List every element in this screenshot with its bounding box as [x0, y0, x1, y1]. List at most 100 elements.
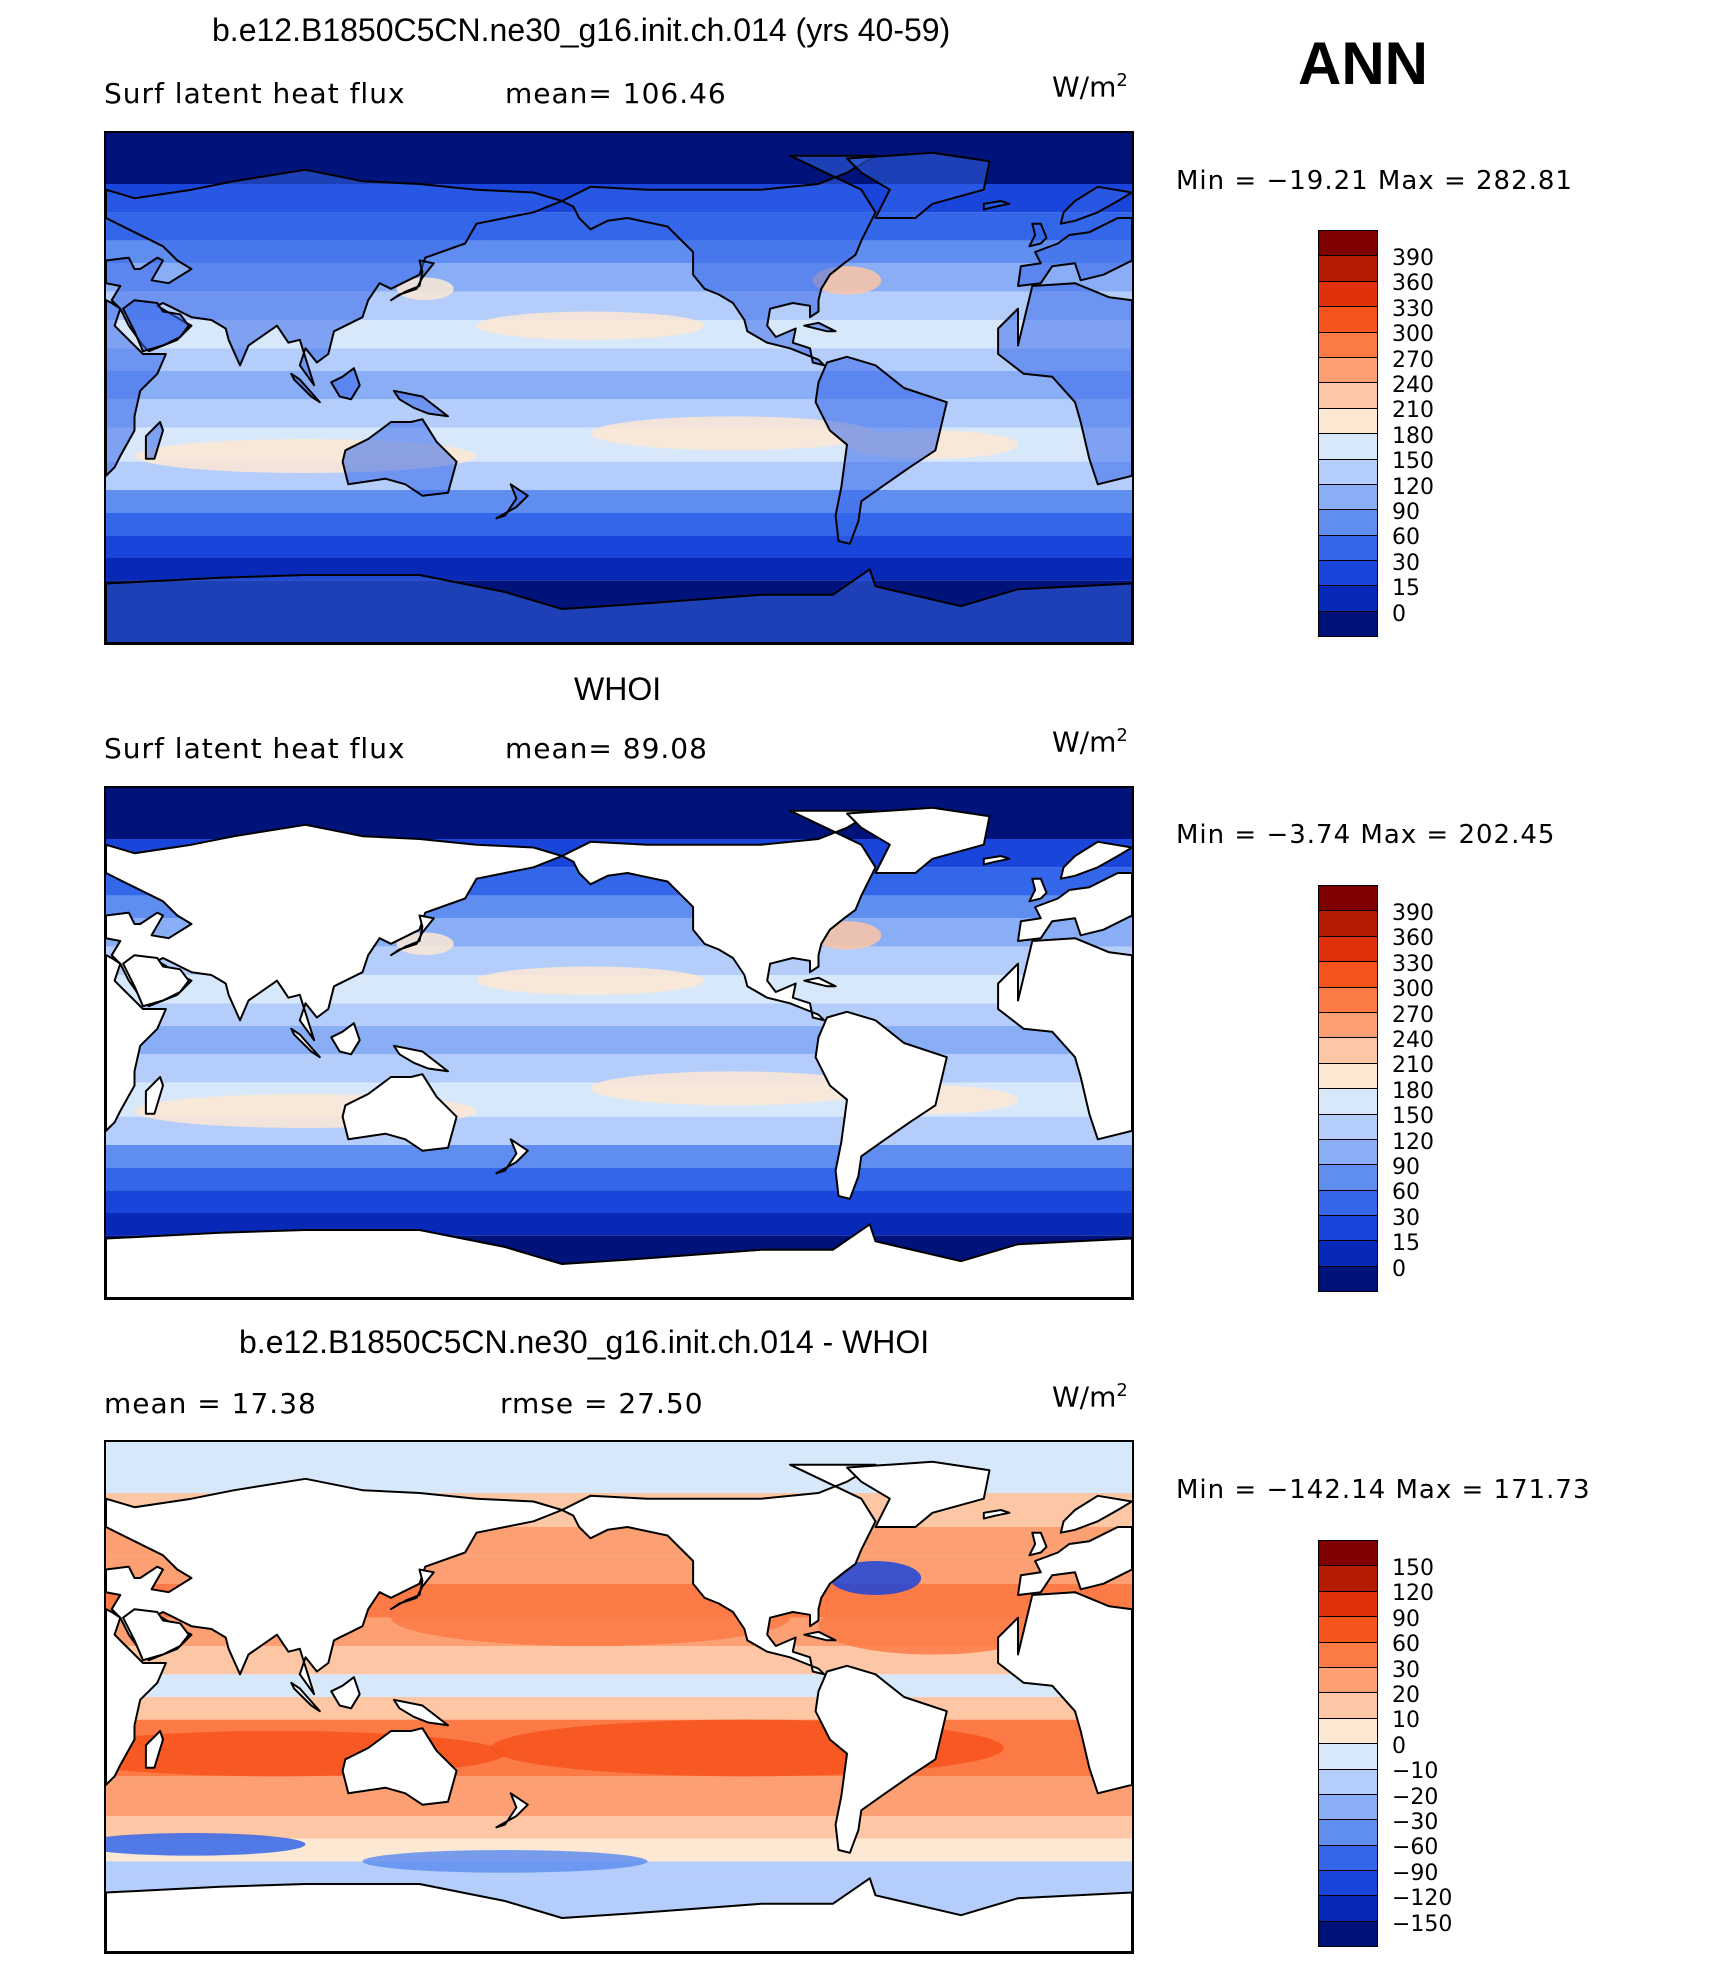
- colorbar-tick-label: −120: [1392, 1886, 1453, 1912]
- coastline: [106, 1877, 1132, 1952]
- colorbar-tick-label: −10: [1392, 1759, 1439, 1785]
- panel2-variable-label: Surf latent heat flux: [104, 732, 406, 765]
- colorbar-tick-label: −150: [1392, 1911, 1453, 1937]
- colorbar-swatch: [1319, 1266, 1377, 1292]
- field-blob: [106, 1833, 306, 1856]
- colorbar-swatch: [1319, 1216, 1377, 1242]
- coastline: [982, 1509, 1011, 1520]
- panel2-map-svg: [106, 788, 1132, 1298]
- coastline: [106, 168, 563, 387]
- coastline: [144, 1076, 164, 1115]
- field-band: [106, 1674, 1132, 1697]
- field-blob: [590, 1071, 876, 1106]
- coastline: [982, 200, 1011, 211]
- field-blob: [829, 1561, 922, 1595]
- coastline: [144, 421, 164, 460]
- colorbar-tick-label: 120: [1392, 1129, 1434, 1155]
- colorbar-swatch: [1319, 611, 1377, 637]
- colorbar-swatch: [1319, 1063, 1377, 1090]
- coastline: [814, 1010, 948, 1200]
- field-band: [106, 348, 1132, 371]
- panel1-mean-label: mean= 106.46: [505, 77, 727, 110]
- panel3-map-svg: [106, 1442, 1132, 1952]
- panel2-mean-label: mean= 89.08: [505, 732, 708, 765]
- field-blob: [476, 311, 705, 340]
- colorbar-swatch: [1319, 1139, 1377, 1166]
- colorbar-tick-label: 360: [1392, 271, 1434, 297]
- coastline: [1028, 877, 1048, 903]
- colorbar-swatch: [1319, 484, 1377, 511]
- coastline: [392, 389, 449, 418]
- coastline: [495, 1138, 529, 1175]
- field-band: [106, 1003, 1132, 1026]
- coastline: [330, 1022, 361, 1056]
- field-band: [106, 1776, 1132, 1816]
- coastline: [390, 259, 435, 302]
- coastline: [1017, 1526, 1132, 1596]
- colorbar-tick-label: −20: [1392, 1784, 1439, 1810]
- coastline: [392, 1044, 449, 1073]
- coastline: [846, 1460, 991, 1528]
- colorbar-tick-label: 330: [1392, 951, 1434, 977]
- coastline: [290, 372, 321, 404]
- coastline: [1059, 840, 1132, 880]
- colorbar-tick-label: 390: [1392, 901, 1434, 926]
- colorbar-swatch: [1319, 1617, 1377, 1643]
- coastline: [561, 1463, 877, 1676]
- colorbar-tick-label: 120: [1392, 1581, 1434, 1607]
- coastline: [846, 151, 991, 219]
- field-blob: [590, 416, 876, 451]
- coastline: [1028, 1531, 1048, 1557]
- coastline: [106, 823, 563, 1042]
- coastline: [106, 1608, 167, 1786]
- field-band: [106, 512, 1132, 536]
- coastline: [495, 1792, 529, 1829]
- coastline: [106, 299, 167, 477]
- coastline: [846, 806, 991, 874]
- colorbar-tick-label: 360: [1392, 926, 1434, 952]
- coastline: [392, 1698, 449, 1727]
- coastline: [997, 937, 1132, 1141]
- colorbar-swatch: [1319, 383, 1377, 409]
- panel3-mean-label: mean = 17.38: [104, 1387, 317, 1420]
- colorbar-swatch: [1319, 408, 1377, 435]
- panel2-minmax: Min = −3.74 Max = 202.45: [1176, 820, 1556, 850]
- colorbar-tick-label: 0: [1392, 1256, 1406, 1282]
- colorbar-tick-label: 30: [1392, 550, 1420, 576]
- coastline: [341, 1073, 458, 1152]
- colorbar-swatch: [1319, 256, 1377, 282]
- colorbar-tick-label: 0: [1392, 601, 1406, 627]
- colorbar-swatch: [1319, 1038, 1377, 1064]
- coastline: [106, 1477, 563, 1696]
- panel3-map: [104, 1440, 1134, 1954]
- colorbar-tick-label: −60: [1392, 1835, 1439, 1861]
- colorbar-swatch: [1319, 1921, 1377, 1947]
- colorbar-swatch: [1319, 1693, 1377, 1719]
- colorbar-swatch: [1319, 459, 1377, 485]
- coastline: [330, 1676, 361, 1710]
- panel1-units: W/m2: [1052, 70, 1128, 104]
- field-band: [106, 1838, 1132, 1862]
- coastline: [495, 483, 529, 520]
- colorbar-swatch: [1319, 1769, 1377, 1795]
- field-band: [106, 1026, 1132, 1055]
- coastline: [1017, 217, 1132, 287]
- colorbar-tick-label: 20: [1392, 1683, 1420, 1708]
- coastline: [814, 355, 948, 545]
- colorbar-swatch: [1319, 332, 1377, 358]
- panel1-minmax: Min = −19.21 Max = 282.81: [1176, 166, 1573, 196]
- field-blob: [362, 1850, 648, 1873]
- colorbar-tick-label: 210: [1392, 1053, 1434, 1079]
- colorbar-tick-label: 15: [1392, 576, 1420, 602]
- field-band: [106, 1054, 1132, 1083]
- panel1-title: b.e12.B1850C5CN.ne30_g16.init.ch.014 (yr…: [212, 12, 951, 48]
- colorbar-tick-label: 150: [1392, 1104, 1434, 1130]
- coastline: [341, 418, 458, 497]
- coastline: [290, 1681, 321, 1713]
- panel3-units: W/m2: [1052, 1380, 1128, 1414]
- coastline: [390, 1568, 435, 1611]
- colorbar-tick-label: 90: [1392, 1155, 1420, 1180]
- colorbar-swatch: [1319, 936, 1377, 963]
- panel1-colorbar: [1318, 230, 1378, 637]
- panel2-title: WHOI: [574, 671, 662, 707]
